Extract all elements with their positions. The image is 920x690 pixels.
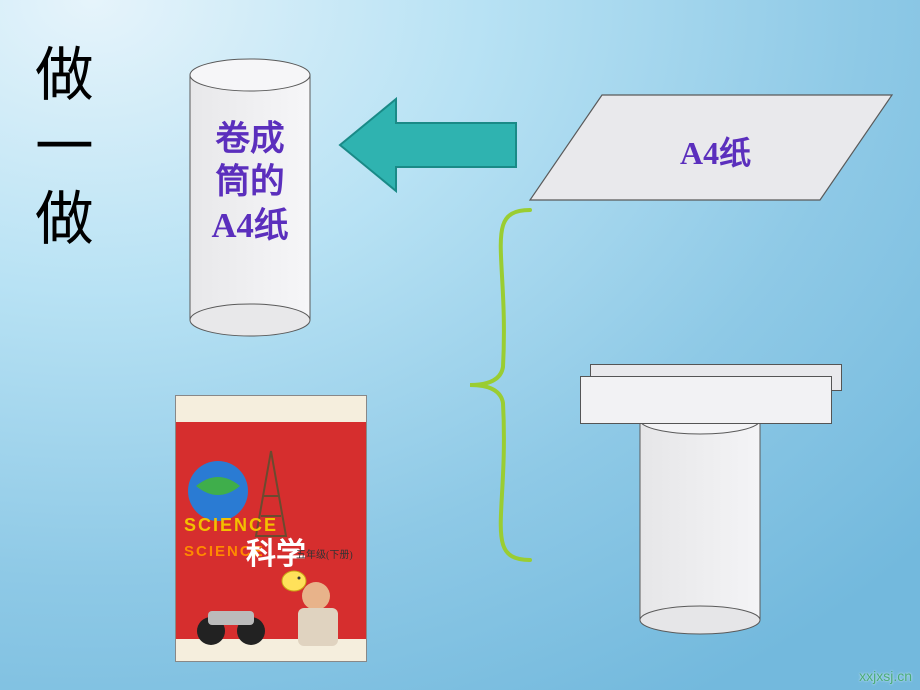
curly-brace-icon: [470, 210, 540, 560]
svg-text:五年级(下册): 五年级(下册): [296, 548, 353, 561]
slide-stage: 做一做 卷成筒的A4纸 A4纸 SCIENCESCIENCE科学五年级(下册) …: [0, 0, 920, 690]
a4-sheet-label: A4纸: [680, 128, 751, 174]
svg-text:SCIENCE: SCIENCE: [184, 515, 278, 535]
support-cylinder: [640, 406, 760, 634]
watermark: xxjxsj.cn: [859, 668, 912, 684]
textbook-cover-image: SCIENCESCIENCE科学五年级(下册): [176, 396, 366, 661]
book-plate-front: [580, 376, 832, 424]
a4-sheet-shape: [0, 0, 920, 690]
textbook-cover: SCIENCESCIENCE科学五年级(下册): [175, 395, 367, 662]
